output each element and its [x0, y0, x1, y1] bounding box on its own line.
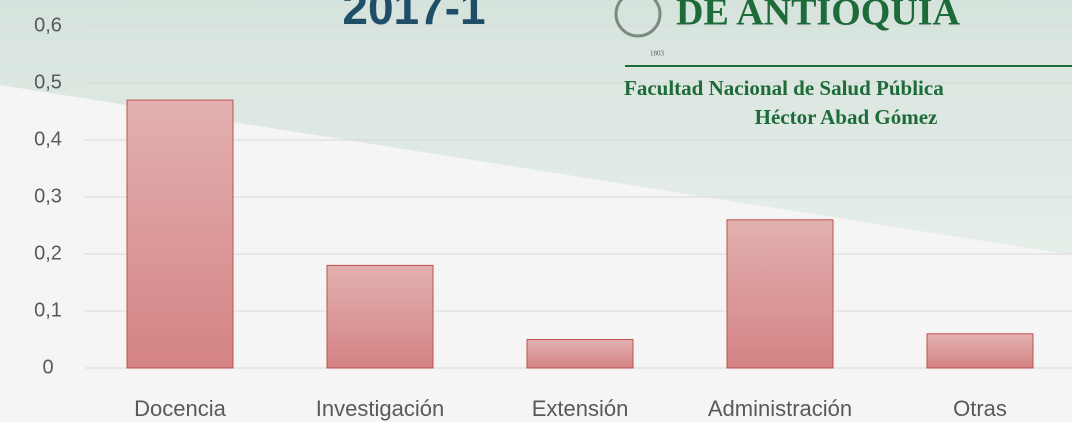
logo-emblem [614, 0, 662, 38]
bar [526, 339, 634, 369]
bar [326, 264, 434, 369]
background-band [0, 0, 1072, 255]
y-tick-label: 0,2 [34, 242, 62, 264]
x-tick-label: Otras [953, 396, 1007, 421]
y-tick-label: 0,1 [34, 299, 62, 321]
y-tick-label: 0,4 [34, 128, 62, 150]
logo: 1803 DE ANTIOQUIA Facultad Nacional de S… [614, 0, 1072, 129]
x-tick-label: Docencia [134, 396, 226, 421]
bar [726, 219, 834, 369]
logo-subtitle: Héctor Abad Gómez [755, 105, 938, 129]
bar [926, 333, 1034, 369]
logo-faculty: Facultad Nacional de Salud Pública [624, 76, 944, 100]
chart-title: 2017-1 [342, 0, 485, 34]
y-tick-label: 0,3 [34, 185, 62, 207]
logo-name: DE ANTIOQUIA [676, 0, 961, 34]
logo-year: 1803 [650, 50, 665, 58]
y-tick-label: 0,5 [34, 71, 62, 93]
y-tick-label: 0,6 [34, 14, 62, 36]
x-tick-label: Administración [708, 396, 852, 421]
bar [126, 99, 234, 369]
x-tick-label: Extensión [532, 396, 629, 421]
x-tick-label: Investigación [316, 396, 444, 421]
y-tick-label: 0 [42, 356, 53, 378]
